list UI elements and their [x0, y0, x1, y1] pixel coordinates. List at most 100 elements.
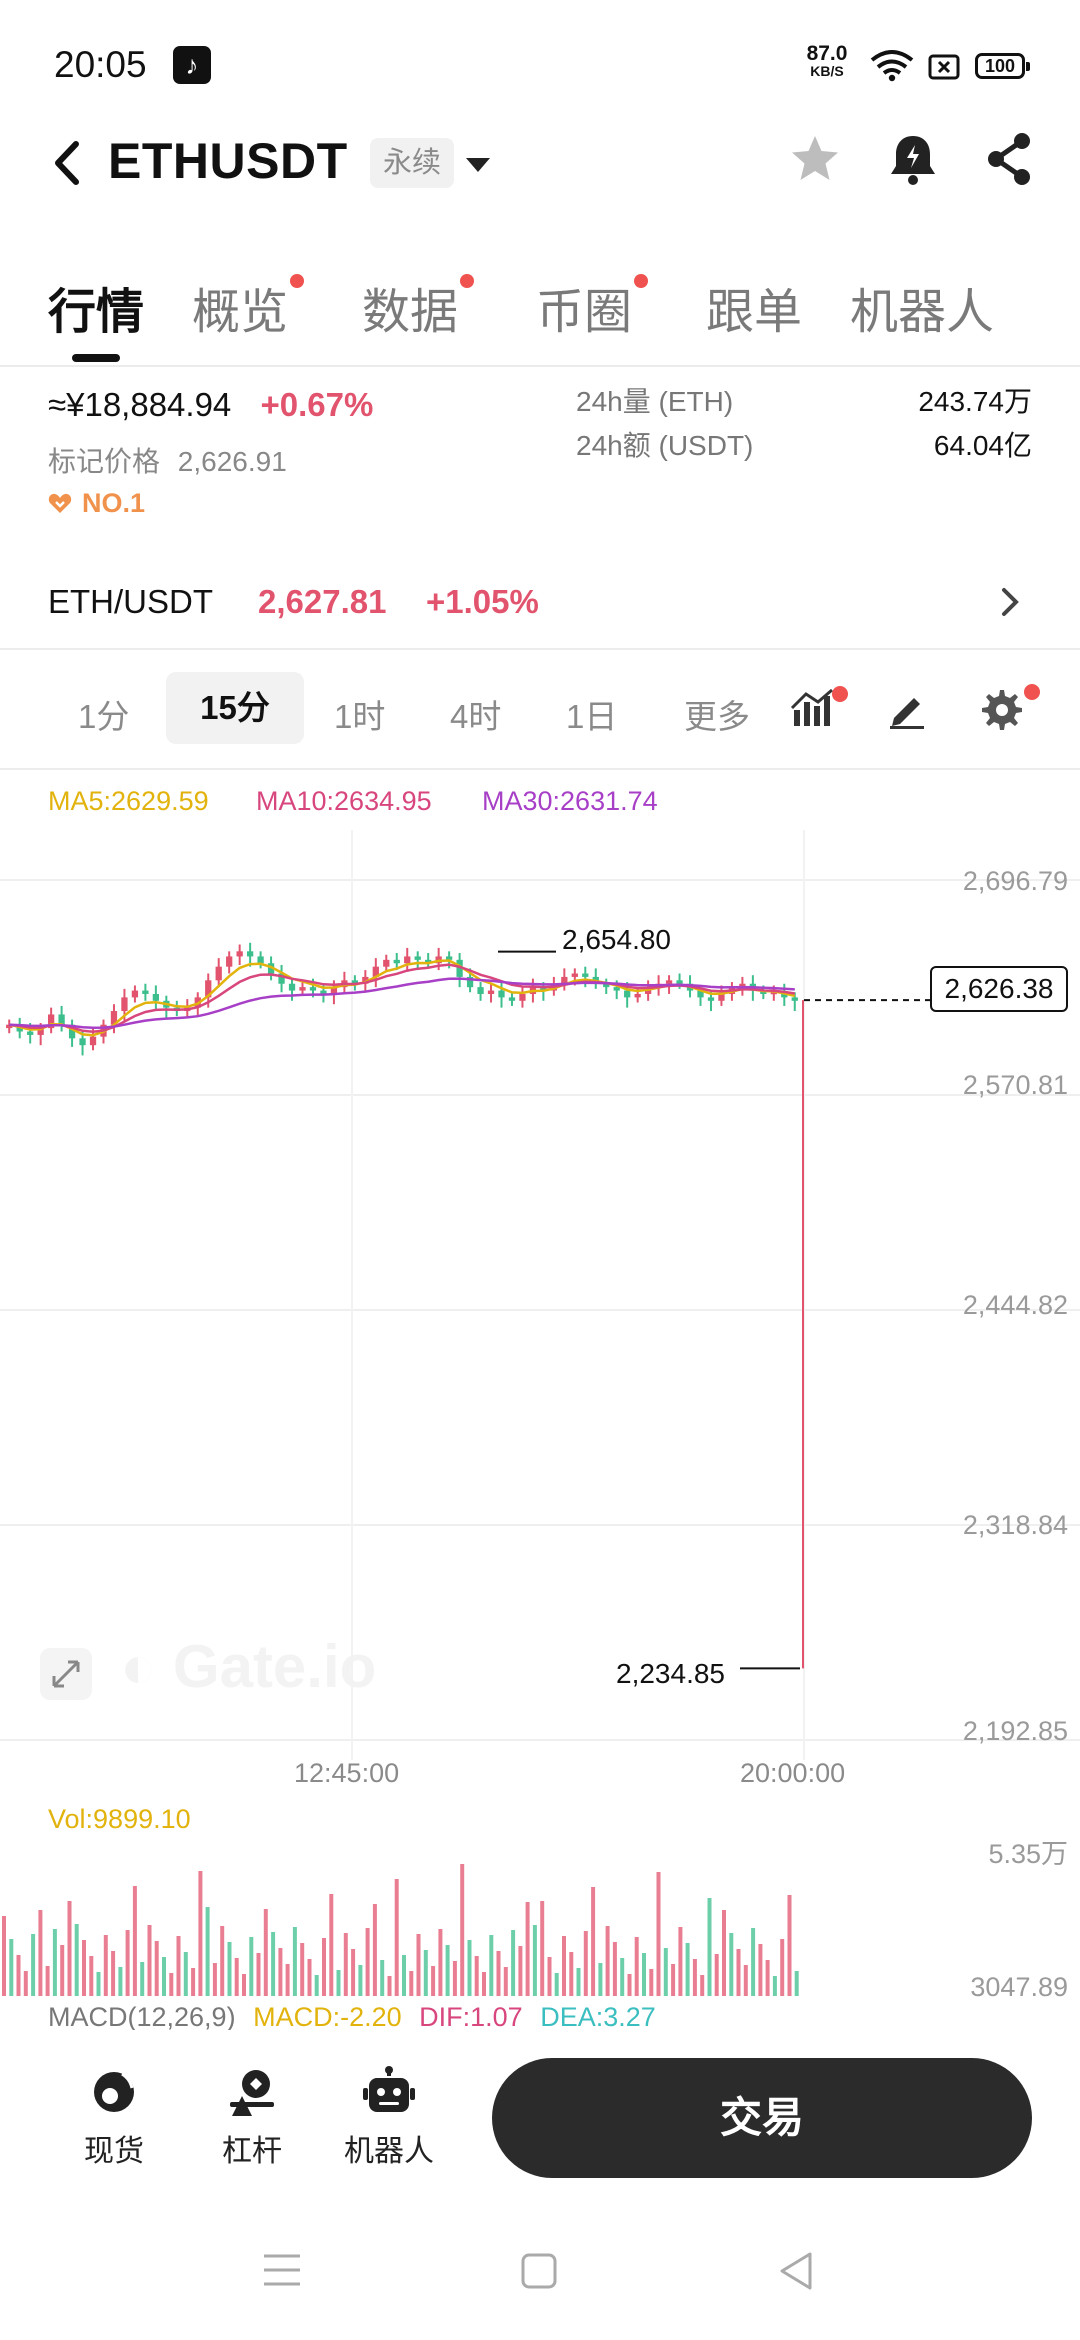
heart-icon	[48, 490, 72, 513]
volume-bar	[445, 1945, 450, 1996]
volume-bar	[132, 1886, 137, 1996]
tab-community[interactable]: 币圈	[536, 272, 649, 342]
network-speed-value: 87.0	[806, 42, 848, 65]
volume-bar	[547, 1957, 552, 1996]
candle-body	[309, 987, 317, 991]
volume-bar	[45, 1966, 50, 1996]
margin-nav-item[interactable]: 杠杆	[202, 2066, 302, 2170]
recent-apps-icon[interactable]	[262, 2252, 302, 2288]
volume-bar	[452, 1961, 457, 1996]
tab-data[interactable]: 数据	[362, 272, 475, 342]
candle-body	[414, 956, 421, 960]
bots-nav-label: 机器人	[344, 2135, 434, 2168]
star-favorite-icon[interactable]	[788, 132, 842, 186]
volume-bar	[576, 1968, 581, 1996]
volume-bar	[89, 1956, 94, 1996]
candle-body	[58, 1014, 65, 1025]
volume-bar	[489, 1935, 494, 1996]
volume-bar	[322, 1938, 326, 1996]
status-time: 20:05	[54, 44, 147, 85]
candle-body	[561, 976, 568, 984]
candle-body	[278, 973, 285, 984]
tab-bots[interactable]: 机器人	[850, 272, 994, 342]
volume-bar	[627, 1974, 632, 1996]
volume-bar	[263, 1909, 268, 1996]
interval-more[interactable]: 更多	[684, 698, 750, 735]
bots-nav-item[interactable]: 机器人	[334, 2066, 444, 2170]
candle-body	[582, 973, 589, 977]
tab-market[interactable]: 行情	[48, 272, 144, 342]
volume-bar	[227, 1942, 232, 1996]
y-tick-label: 2,318.84	[962, 1510, 1068, 1540]
volume-bar	[751, 1928, 756, 1996]
tab-copy-trading-label: 跟单	[706, 286, 803, 339]
volume-bar	[685, 1943, 690, 1996]
volume-bar	[387, 1976, 392, 1996]
volume-bar	[431, 1966, 436, 1996]
price-chart[interactable]	[0, 830, 1080, 1760]
volume-bar	[605, 1926, 610, 1996]
interval-1d[interactable]: 1日	[566, 698, 618, 735]
tab-overview[interactable]: 概览	[192, 272, 305, 342]
interval-1h[interactable]: 1时	[334, 698, 386, 735]
trade-button[interactable]: 交易	[492, 2058, 1032, 2178]
volume-bar	[9, 1939, 14, 1996]
y-tick-label: 2,696.79	[962, 866, 1068, 896]
candle-body	[152, 993, 160, 1001]
candle-body	[6, 1024, 13, 1029]
candle-body	[487, 990, 495, 994]
volume-bar	[358, 1965, 363, 1996]
interval-1m[interactable]: 1分	[78, 698, 130, 735]
volume-bar	[52, 1929, 57, 1996]
gate-watermark: ◐ Gate.io	[120, 1633, 377, 1700]
network-speed-unit: KB/S	[810, 63, 844, 79]
volume-bar	[569, 1952, 574, 1996]
candle-body	[540, 987, 547, 991]
chevron-right-icon[interactable]	[998, 584, 1022, 620]
fullscreen-expand-icon[interactable]	[40, 1648, 92, 1700]
volume-bar	[16, 1955, 21, 1996]
settings-gear-icon[interactable]	[980, 688, 1024, 732]
macd-row: MACD(12,26,9) MACD:-2.20 DIF:1.07 DEA:3.…	[48, 2002, 656, 2033]
volume-bar	[598, 1963, 603, 1996]
ma30-label: MA30:2631.74	[482, 786, 658, 816]
interval-4h[interactable]: 4时	[450, 698, 502, 735]
volume-bar	[620, 1958, 625, 1996]
volume-bar	[729, 1933, 734, 1996]
volume-bar	[394, 1879, 399, 1996]
high-annotation: 2,654.80	[562, 924, 671, 955]
contract-type-badge[interactable]: 永续	[370, 138, 454, 188]
volume-bar	[402, 1955, 406, 1996]
spot-pair-name[interactable]: ETH/USDT	[48, 583, 213, 620]
price-alert-bell-icon[interactable]	[886, 132, 940, 188]
candle-body	[498, 990, 505, 998]
indicator-icon[interactable]	[790, 688, 834, 728]
volume-bar	[307, 1959, 312, 1996]
back-arrow-icon[interactable]	[48, 138, 84, 188]
volume-y-tick: 5.35万	[988, 1839, 1068, 1869]
chevron-down-icon[interactable]	[466, 158, 490, 172]
system-back-icon[interactable]	[776, 2250, 816, 2292]
tab-copy-trading[interactable]: 跟单	[706, 272, 802, 342]
volume-bar	[2, 1916, 6, 1996]
candle-body	[79, 1038, 86, 1046]
cny-price-row: ≈¥18,884.94 +0.67%	[48, 386, 373, 424]
volume-bar	[96, 1972, 101, 1996]
notification-dot	[634, 274, 649, 288]
interval-15m[interactable]: 15分	[166, 672, 304, 744]
volume-bar	[518, 1946, 523, 1996]
volume-bar	[242, 1974, 246, 1996]
share-icon[interactable]	[984, 132, 1034, 186]
y-tick-label: 2,444.82	[962, 1290, 1068, 1320]
mark-price-label: 标记价格	[48, 446, 161, 477]
volume-bar	[467, 1940, 472, 1996]
margin-nav-label: 杠杆	[222, 2135, 282, 2168]
candle-body	[404, 956, 411, 964]
candle-body	[676, 980, 683, 984]
home-icon[interactable]	[520, 2252, 558, 2290]
draw-pen-icon[interactable]	[886, 690, 928, 730]
tab-bots-label: 机器人	[850, 286, 995, 339]
volume-bar	[736, 1949, 741, 1996]
candle-body	[393, 959, 400, 964]
spot-nav-item[interactable]: 现货	[64, 2066, 164, 2170]
